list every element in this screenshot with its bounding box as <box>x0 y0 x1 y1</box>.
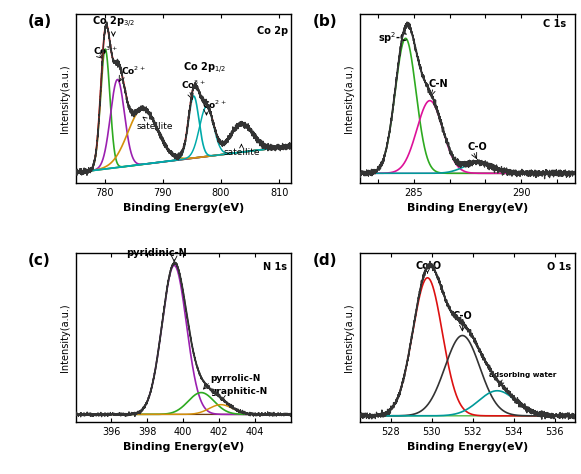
Text: Co-O: Co-O <box>415 261 442 271</box>
Text: satellite: satellite <box>223 145 260 157</box>
Text: C 1s: C 1s <box>543 19 566 29</box>
Text: (c): (c) <box>28 254 51 268</box>
Text: C-O: C-O <box>468 142 487 152</box>
Y-axis label: Intensity(a.u.): Intensity(a.u.) <box>60 303 70 372</box>
X-axis label: Binding Energy(eV): Binding Energy(eV) <box>407 203 528 213</box>
Text: adsorbing water: adsorbing water <box>489 372 557 378</box>
Y-axis label: Intensity(a.u.): Intensity(a.u.) <box>60 64 70 133</box>
Text: Co 2p: Co 2p <box>257 27 288 36</box>
Y-axis label: Intensity(a.u.): Intensity(a.u.) <box>345 303 354 372</box>
X-axis label: Binding Energy(eV): Binding Energy(eV) <box>123 203 244 213</box>
Text: (a): (a) <box>28 14 52 29</box>
Text: satellite: satellite <box>137 117 173 131</box>
X-axis label: Binding Energy(eV): Binding Energy(eV) <box>123 442 244 452</box>
Text: Co$^{2+}$: Co$^{2+}$ <box>202 98 227 111</box>
X-axis label: Binding Energy(eV): Binding Energy(eV) <box>407 442 528 452</box>
Text: Co$^{2+}$: Co$^{2+}$ <box>121 64 146 77</box>
Text: Co 2p$_{3/2}$: Co 2p$_{3/2}$ <box>92 15 135 36</box>
Text: N 1s: N 1s <box>263 262 288 272</box>
Text: C-N: C-N <box>428 79 447 89</box>
Text: (b): (b) <box>313 14 337 29</box>
Text: Co$^{3+}$: Co$^{3+}$ <box>93 45 118 57</box>
Y-axis label: Intensity(a.u.): Intensity(a.u.) <box>345 64 354 133</box>
Text: graphitic-N: graphitic-N <box>210 387 267 396</box>
Text: pyridinic-N: pyridinic-N <box>126 248 187 258</box>
Text: pyrrolic-N: pyrrolic-N <box>210 374 260 383</box>
Text: O 1s: O 1s <box>547 262 571 272</box>
Text: sp$^2$-C: sp$^2$-C <box>378 31 408 46</box>
Text: Co$^{3+}$: Co$^{3+}$ <box>181 78 206 91</box>
Text: C-O: C-O <box>452 311 472 321</box>
Text: (d): (d) <box>313 254 337 268</box>
Text: Co 2p$_{1/2}$: Co 2p$_{1/2}$ <box>183 60 226 75</box>
